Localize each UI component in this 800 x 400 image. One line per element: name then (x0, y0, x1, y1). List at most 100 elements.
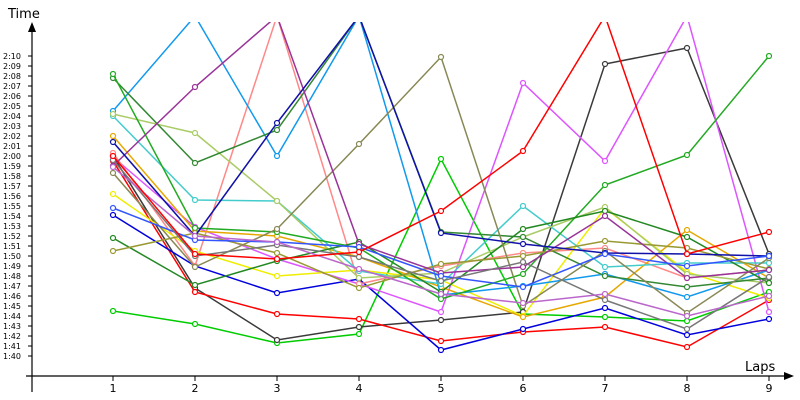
x-tick-label: 9 (766, 382, 773, 395)
data-point (355, 248, 363, 256)
data-point (683, 274, 691, 282)
data-point (273, 119, 281, 127)
data-point (357, 14, 362, 19)
data-point (191, 281, 199, 289)
x-tick-label: 7 (602, 382, 609, 395)
data-point (519, 258, 527, 266)
data-point (109, 190, 117, 198)
data-point (191, 129, 199, 137)
data-point (519, 240, 527, 248)
y-tick-label: 1:53 (3, 222, 21, 231)
y-tick-label: 2:10 (3, 52, 21, 61)
data-point (601, 263, 609, 271)
axes (26, 22, 794, 392)
data-point (683, 226, 691, 234)
data-point (437, 229, 445, 237)
y-tick-label: 2:01 (3, 142, 21, 151)
data-point (683, 343, 691, 351)
data-point (437, 207, 445, 215)
data-point (355, 330, 363, 338)
data-point (519, 147, 527, 155)
data-point (193, 14, 198, 19)
data-point (109, 138, 117, 146)
y-tick-label: 2:00 (3, 152, 21, 161)
y-tick-label: 1:58 (3, 172, 21, 181)
data-point (519, 283, 527, 291)
data-point (273, 152, 281, 160)
y-tick-label: 1:43 (3, 322, 21, 331)
y-tick-label: 1:47 (3, 282, 21, 291)
data-point (683, 331, 691, 339)
y-tick-label: 2:03 (3, 122, 21, 131)
y-tick-label: 2:04 (3, 112, 21, 121)
data-point (765, 228, 773, 236)
data-point (273, 272, 281, 280)
y-tick-label: 1:46 (3, 292, 21, 301)
data-point (191, 288, 199, 296)
y-tick-label: 1:49 (3, 262, 21, 271)
data-point (683, 262, 691, 270)
y-tick-label: 1:54 (3, 212, 21, 221)
series-line (112, 157, 770, 344)
data-point (109, 70, 117, 78)
data-point (191, 196, 199, 204)
data-point (519, 299, 527, 307)
data-point (601, 60, 609, 68)
data-point (109, 163, 117, 171)
y-tick-label: 1:41 (3, 342, 21, 351)
data-point (273, 289, 281, 297)
data-point (355, 323, 363, 331)
data-point (683, 44, 691, 52)
data-point (765, 266, 773, 274)
x-axis-title: Laps (745, 360, 775, 375)
series-line (112, 113, 770, 284)
data-point (601, 296, 609, 304)
data-point (355, 243, 363, 251)
data-point (683, 283, 691, 291)
data-point (765, 273, 773, 281)
data-point (191, 250, 199, 258)
y-tick-label: 2:05 (3, 102, 21, 111)
data-point (601, 212, 609, 220)
x-axis-ticks: 1 2 3 4 5 6 7 8 9 (110, 376, 773, 395)
series-line (112, 22, 770, 257)
data-point (685, 14, 690, 19)
data-point (683, 250, 691, 258)
y-tick-label: 1:59 (3, 162, 21, 171)
data-point (357, 14, 362, 19)
data-point (519, 233, 527, 241)
data-point (191, 263, 199, 271)
data-point (601, 272, 609, 280)
data-point (437, 337, 445, 345)
data-point (273, 255, 281, 263)
data-point (437, 346, 445, 354)
data-point (273, 197, 281, 205)
data-point (683, 151, 691, 159)
data-point (109, 152, 117, 160)
series-line (112, 22, 770, 260)
data-point (765, 52, 773, 60)
x-tick-label: 4 (356, 382, 363, 395)
data-point (109, 234, 117, 242)
y-tick-label: 2:08 (3, 72, 21, 81)
data-point (601, 207, 609, 215)
x-tick-label: 5 (438, 382, 445, 395)
data-point (683, 325, 691, 333)
y-tick-label: 2:09 (3, 62, 21, 71)
data-point (355, 274, 363, 282)
data-point (191, 83, 199, 91)
data-point (275, 14, 280, 19)
y-axis-arrow (28, 22, 36, 32)
data-point (519, 313, 527, 321)
y-tick-label: 1:51 (3, 242, 21, 251)
data-point (601, 181, 609, 189)
data-point (109, 132, 117, 140)
data-point (273, 249, 281, 257)
data-point (437, 260, 445, 268)
data-point (683, 293, 691, 301)
data-point (437, 277, 445, 285)
x-tick-label: 6 (520, 382, 527, 395)
data-point (109, 307, 117, 315)
x-tick-label: 3 (274, 382, 281, 395)
